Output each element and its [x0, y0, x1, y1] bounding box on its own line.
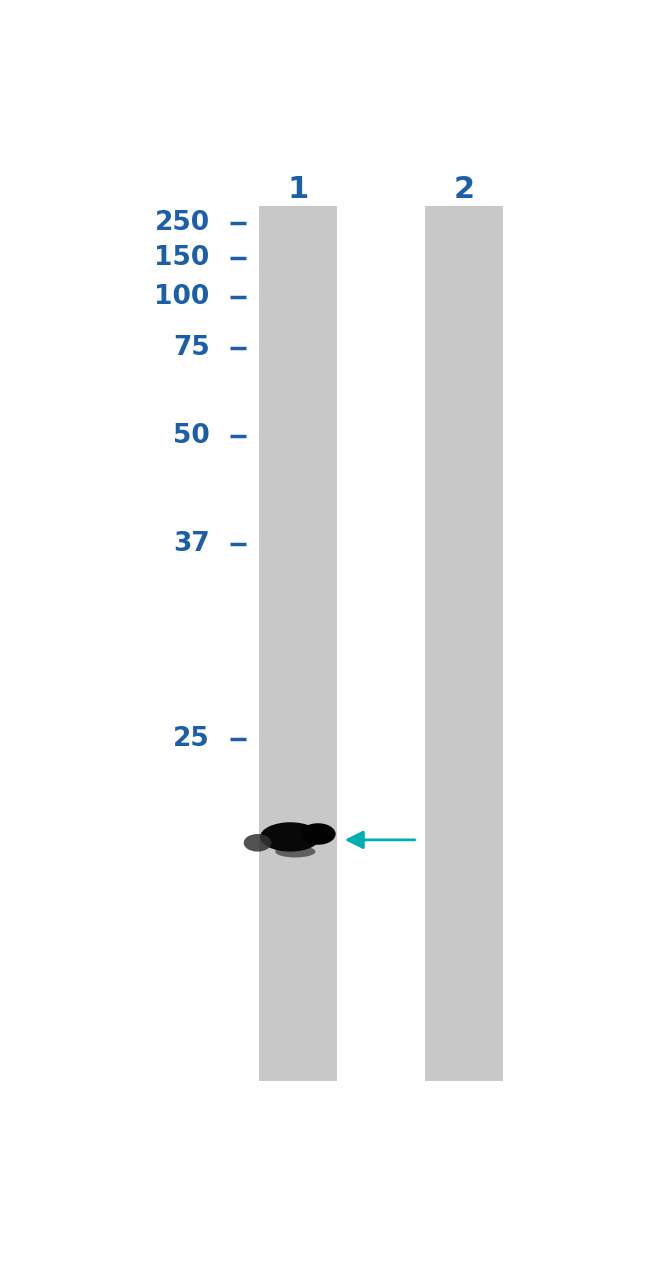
Text: 100: 100 — [155, 284, 210, 310]
Text: 37: 37 — [173, 531, 210, 556]
Text: 2: 2 — [454, 175, 474, 204]
Text: 50: 50 — [173, 423, 210, 450]
Ellipse shape — [300, 823, 335, 845]
Ellipse shape — [260, 822, 320, 852]
Ellipse shape — [275, 846, 315, 857]
Text: 25: 25 — [173, 726, 210, 752]
Bar — [425, 206, 503, 1081]
Text: 1: 1 — [287, 175, 309, 204]
Text: 75: 75 — [173, 335, 210, 361]
Text: 150: 150 — [155, 245, 210, 271]
Ellipse shape — [244, 834, 272, 852]
Bar — [259, 206, 337, 1081]
Text: 250: 250 — [155, 210, 210, 236]
